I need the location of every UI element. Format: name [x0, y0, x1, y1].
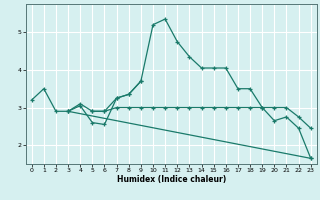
- X-axis label: Humidex (Indice chaleur): Humidex (Indice chaleur): [116, 175, 226, 184]
